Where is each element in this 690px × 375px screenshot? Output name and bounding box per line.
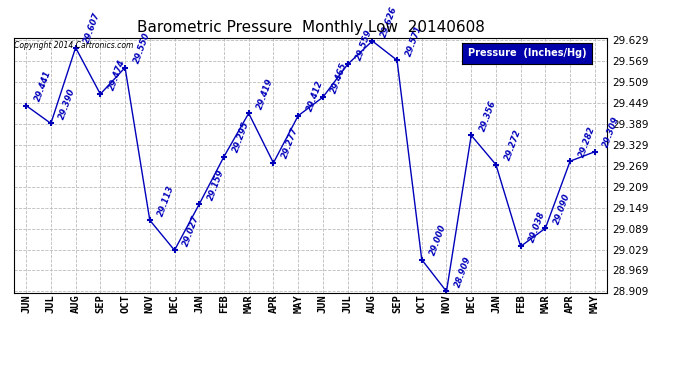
Text: 29.465: 29.465 bbox=[330, 61, 349, 94]
Text: 29.000: 29.000 bbox=[428, 223, 448, 257]
Text: 29.626: 29.626 bbox=[380, 4, 399, 38]
Text: 29.272: 29.272 bbox=[503, 128, 522, 162]
Text: 29.295: 29.295 bbox=[231, 120, 250, 154]
Text: 29.390: 29.390 bbox=[58, 87, 77, 121]
Text: 29.412: 29.412 bbox=[305, 80, 325, 113]
Text: 28.909: 28.909 bbox=[453, 255, 473, 289]
Text: Copyright 2014 Cartronics.com: Copyright 2014 Cartronics.com bbox=[14, 41, 134, 50]
Text: 29.441: 29.441 bbox=[33, 69, 52, 103]
Text: 29.159: 29.159 bbox=[206, 168, 226, 201]
Text: 29.559: 29.559 bbox=[355, 28, 374, 62]
Text: 29.419: 29.419 bbox=[255, 77, 275, 111]
Title: Barometric Pressure  Monthly Low  20140608: Barometric Pressure Monthly Low 20140608 bbox=[137, 20, 484, 35]
Text: 29.090: 29.090 bbox=[552, 192, 572, 225]
Text: 29.027: 29.027 bbox=[181, 214, 201, 248]
Text: 29.038: 29.038 bbox=[528, 210, 547, 244]
Text: 29.571: 29.571 bbox=[404, 24, 424, 57]
Text: 29.474: 29.474 bbox=[107, 58, 127, 91]
Text: 29.277: 29.277 bbox=[280, 126, 300, 160]
Text: 29.309: 29.309 bbox=[602, 116, 622, 149]
Text: 29.607: 29.607 bbox=[83, 11, 102, 45]
Text: 29.282: 29.282 bbox=[577, 125, 597, 158]
Text: 29.113: 29.113 bbox=[157, 184, 177, 218]
Text: 29.356: 29.356 bbox=[478, 99, 497, 132]
Text: 29.550: 29.550 bbox=[132, 31, 152, 65]
